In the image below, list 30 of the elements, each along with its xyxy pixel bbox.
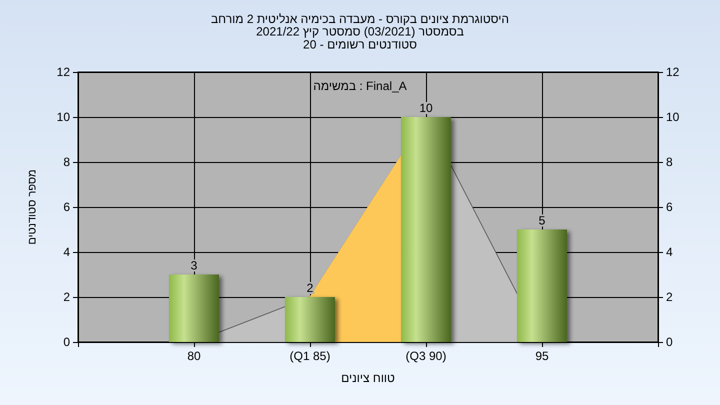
x-tick-label: 80	[187, 349, 201, 363]
y2-tick-label: 4	[666, 245, 673, 259]
y2-tick-label: 6	[666, 200, 673, 214]
bar	[285, 297, 335, 342]
data-label: 3	[190, 258, 198, 272]
x-tick-label: 95	[535, 349, 549, 363]
y2-tick-label: 0	[666, 335, 673, 349]
x-tick-label: (Q3 90)	[406, 349, 446, 363]
y-tick-label: 12	[56, 65, 70, 79]
x-tick-label: (Q1 85)	[290, 349, 330, 363]
y2-tick-label: 2	[666, 290, 673, 304]
data-label: 2	[306, 281, 314, 295]
data-label: 10	[419, 101, 433, 115]
data-label: 5	[538, 214, 546, 228]
annotation: במשימה : Final_A	[313, 79, 407, 93]
y-axis-title: מספר סטודנטים	[26, 169, 38, 245]
bar	[169, 274, 219, 342]
y-tick-label: 2	[63, 290, 70, 304]
y2-tick-label: 10	[666, 110, 680, 124]
y-tick-label: 10	[56, 110, 70, 124]
y-tick-label: 6	[63, 200, 70, 214]
y-tick-label: 8	[63, 155, 70, 169]
y-tick-label: 4	[63, 245, 70, 259]
y2-tick-label: 8	[666, 155, 673, 169]
y2-tick-label: 12	[666, 65, 680, 79]
bar	[517, 230, 567, 342]
chart-title: היסטוגרמת ציונים בקורס - מעבדה בכימיה אנליטית 2 מורחב	[210, 12, 510, 26]
y-tick-label: 0	[63, 335, 70, 349]
chart-subtitle: בסמסטר (03/2021) סמסטר קיץ 2021/22 סטודנטים רשומים - 20	[256, 24, 464, 52]
x-axis-title: טווח ציונים	[341, 371, 396, 385]
